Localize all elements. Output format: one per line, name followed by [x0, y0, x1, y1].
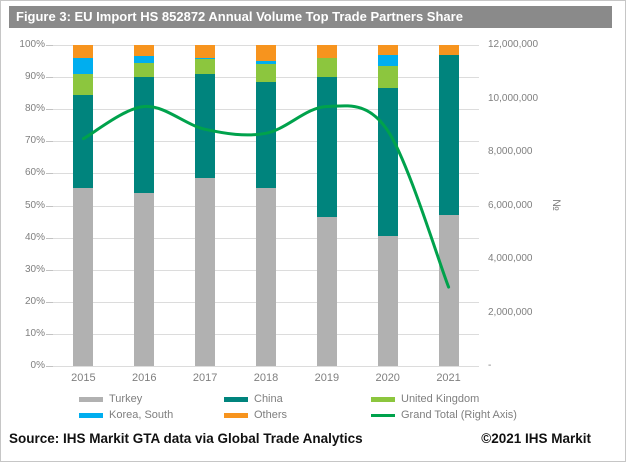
right-axis-label: 10,000,000 — [488, 92, 539, 104]
legend-swatch-icon — [371, 413, 395, 417]
right-axis-label: 6,000,000 — [488, 199, 533, 211]
bar-segment-united-kingdom — [377, 65, 398, 89]
left-axis-label: 80% — [24, 103, 45, 115]
bar-segment-turkey — [195, 178, 216, 366]
legend-swatch-icon — [224, 396, 248, 402]
right-axis-label: 4,000,000 — [488, 253, 533, 264]
left-axis-label: 50% — [24, 199, 45, 211]
grand-total-line — [81, 104, 451, 289]
x-axis-label: 2019 — [314, 372, 340, 384]
bar-segment-others — [195, 45, 216, 58]
left-axis-tick — [46, 366, 53, 367]
bar-segment-others — [256, 45, 276, 62]
bar-segment-united-kingdom — [134, 62, 155, 78]
bar-segment-united-kingdom — [73, 73, 94, 95]
bar-segment-others — [134, 45, 155, 57]
legend-swatch-icon — [79, 412, 103, 418]
bar-segment-united-kingdom — [195, 59, 216, 74]
left-axis-label: 60% — [24, 167, 45, 179]
bar-segment-turkey — [316, 216, 337, 366]
left-axis-tick — [46, 173, 53, 175]
bar-segment-china — [73, 94, 94, 188]
bar-segment-turkey — [256, 187, 276, 366]
bar-segment-korea-south — [377, 54, 398, 66]
left-axis-label: 20% — [24, 295, 45, 307]
legend-label: Turkey — [109, 393, 143, 405]
bar-segment-korea-south — [134, 56, 155, 63]
bar-segment-others — [377, 45, 398, 55]
x-axis-label: 2015 — [71, 372, 96, 384]
left-axis-label: 30% — [24, 263, 45, 275]
grand-total-line-path — [81, 104, 451, 289]
legend-item-united-kingdom: United Kingdom — [371, 393, 479, 405]
left-axis-tick — [46, 205, 53, 207]
bar-segment-korea-south — [256, 61, 276, 65]
left-axis-label: 70% — [24, 135, 45, 147]
legend-item-grand-total-right-axis-: Grand Total (Right Axis) — [371, 409, 517, 421]
right-axis-unit-label: № — [549, 199, 562, 211]
left-axis-tick — [46, 109, 53, 111]
legend-label: China — [254, 393, 283, 405]
legend-item-china: China — [224, 393, 283, 405]
right-axis-label: 8,000,000 — [488, 146, 533, 157]
legend-swatch-icon — [79, 396, 103, 402]
right-axis-label: 2,000,000 — [488, 306, 533, 318]
bar-segment-united-kingdom — [316, 57, 337, 78]
copyright-note: ©2021 IHS Markit — [481, 431, 591, 446]
legend-item-others: Others — [224, 409, 287, 421]
x-axis-label: 2020 — [375, 372, 400, 384]
legend-label: Korea, South — [109, 409, 174, 421]
legend-swatch-icon — [371, 396, 395, 402]
bar-segment-turkey — [73, 187, 94, 366]
left-axis-tick — [46, 45, 53, 46]
x-axis-label: 2021 — [436, 372, 461, 384]
bar-segment-united-kingdom — [256, 64, 276, 82]
bar-segment-others — [438, 45, 459, 55]
source-note: Source: IHS Markit GTA data via Global T… — [9, 431, 363, 446]
x-axis-label: 2016 — [132, 372, 157, 384]
gridline — [53, 366, 479, 367]
bar-segment-turkey — [438, 215, 459, 366]
left-axis-tick — [46, 333, 53, 335]
left-axis-tick — [46, 77, 53, 79]
legend-label: Others — [254, 409, 288, 421]
figure-title: Figure 3: EU Import HS 852872 Annual Vol… — [9, 6, 612, 28]
bar-segment-china — [195, 73, 216, 179]
legend-item-korea-south: Korea, South — [79, 409, 173, 421]
left-axis-tick — [46, 141, 53, 143]
x-axis-label: 2018 — [253, 372, 279, 384]
bar-segment-turkey — [134, 192, 155, 366]
legend-item-turkey: Turkey — [79, 393, 142, 405]
bar-segment-china — [316, 77, 337, 217]
bar-segment-korea-south — [73, 57, 94, 74]
bar-segment-others — [316, 45, 337, 58]
left-axis-label: 40% — [24, 231, 45, 243]
bar-segment-china — [256, 81, 276, 188]
left-axis-tick — [46, 301, 53, 303]
left-axis-label: 10% — [24, 327, 45, 339]
bar-segment-korea-south — [195, 57, 216, 60]
left-axis-tick — [46, 237, 53, 239]
right-axis-label: - — [488, 360, 492, 371]
left-axis-tick — [46, 269, 53, 271]
bar-segment-turkey — [377, 235, 398, 366]
bar-segment-others — [73, 45, 94, 58]
legend-label: United Kingdom — [401, 393, 480, 405]
left-axis-label: 0% — [30, 360, 45, 371]
right-axis-label: 12,000,000 — [488, 39, 539, 50]
x-axis-label: 2017 — [192, 372, 218, 384]
bar-segment-china — [438, 54, 459, 216]
legend-swatch-icon — [224, 412, 248, 418]
legend-label: Grand Total (Right Axis) — [401, 409, 517, 421]
left-axis-label: 90% — [24, 71, 45, 83]
left-axis-label: 100% — [19, 39, 45, 50]
